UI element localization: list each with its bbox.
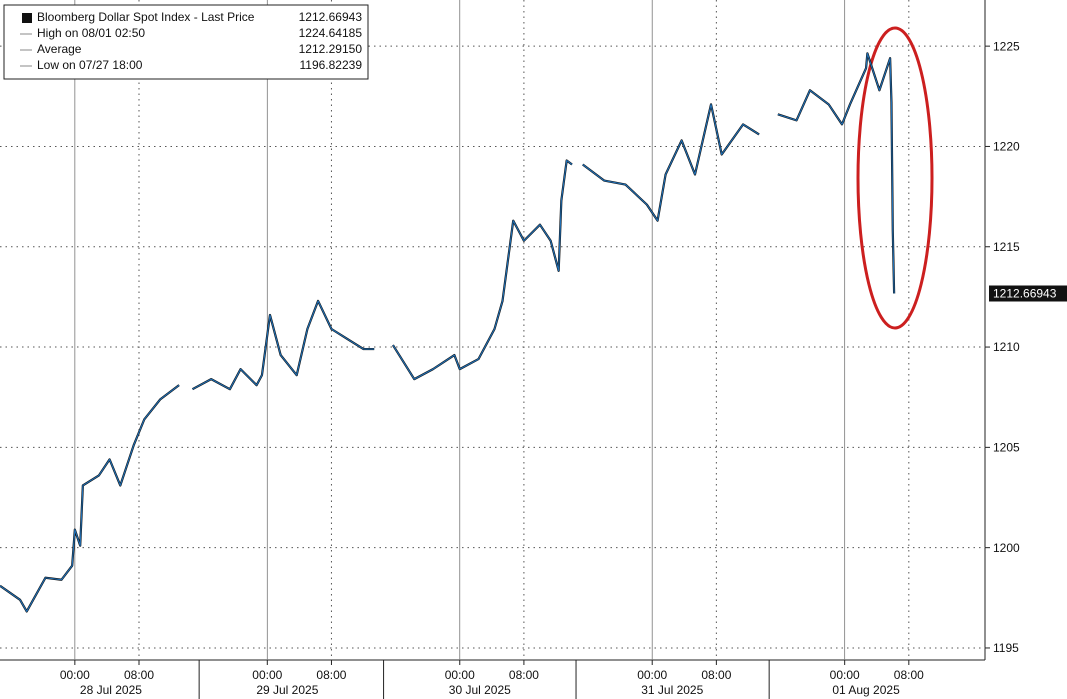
x-tick-label: 08:00 bbox=[124, 668, 154, 682]
y-tick-label: 1195 bbox=[993, 641, 1019, 655]
x-tick-label: 08:00 bbox=[701, 668, 731, 682]
y-tick-label: 1220 bbox=[993, 140, 1020, 154]
y-tick-label: 1200 bbox=[993, 541, 1020, 555]
date-label: 29 Jul 2025 bbox=[256, 683, 318, 697]
legend-box bbox=[3, 4, 369, 80]
last-value-label: 1212.66943 bbox=[993, 287, 1057, 301]
legend-value: 1196.82239 bbox=[299, 58, 362, 72]
plot bbox=[0, 0, 985, 660]
x-tick-label: 00:00 bbox=[445, 668, 475, 682]
y-tick-label: 1215 bbox=[993, 240, 1020, 254]
x-tick-label: 00:00 bbox=[252, 668, 282, 682]
legend-value: 1212.66943 bbox=[299, 10, 363, 24]
legend-value: 1212.29150 bbox=[299, 42, 363, 56]
legend-label: Low on 07/27 18:00 bbox=[37, 58, 143, 72]
x-tick-label: 08:00 bbox=[894, 668, 924, 682]
date-label: 31 Jul 2025 bbox=[641, 683, 703, 697]
date-label: 28 Jul 2025 bbox=[80, 683, 142, 697]
price-line-inner bbox=[0, 52, 895, 612]
x-tick-label: 08:00 bbox=[509, 668, 539, 682]
legend-label: Average bbox=[37, 42, 82, 56]
x-tick-label: 00:00 bbox=[60, 668, 90, 682]
legend-label: High on 08/01 02:50 bbox=[37, 26, 145, 40]
date-label: 30 Jul 2025 bbox=[449, 683, 511, 697]
legend-label: Bloomberg Dollar Spot Index - Last Price bbox=[37, 10, 255, 24]
legend-value: 1224.64185 bbox=[299, 26, 363, 40]
y-tick-label: 1205 bbox=[993, 441, 1020, 455]
last-value-tag bbox=[989, 285, 1067, 302]
legend: Bloomberg Dollar Spot Index - Last Price… bbox=[3, 4, 369, 80]
date-label: 01 Aug 2025 bbox=[832, 683, 900, 697]
x-tick-label: 08:00 bbox=[316, 668, 346, 682]
y-tick-label: 1210 bbox=[993, 340, 1020, 354]
highlight-ellipse bbox=[856, 26, 934, 330]
x-tick-label: 00:00 bbox=[637, 668, 667, 682]
legend-swatch bbox=[22, 13, 32, 23]
y-tick-label: 1225 bbox=[993, 39, 1020, 53]
x-tick-label: 00:00 bbox=[830, 668, 860, 682]
